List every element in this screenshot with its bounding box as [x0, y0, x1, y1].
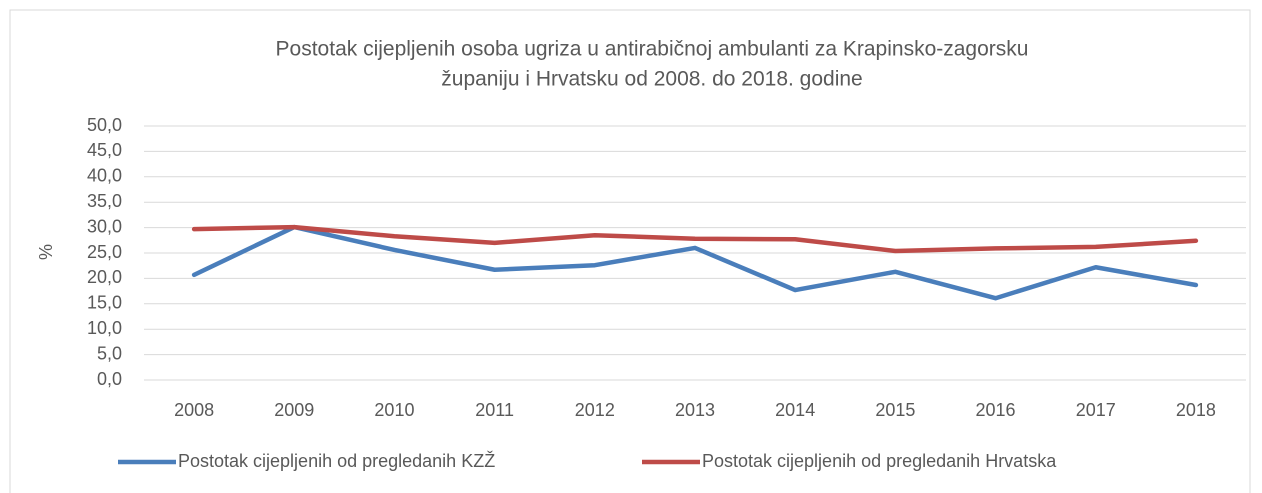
series-line — [191, 224, 1199, 254]
x-tick-label: 2011 — [475, 400, 514, 420]
y-tick-label: 10,0 — [87, 318, 122, 338]
legend-label: Postotak cijepljenih od pregledanih KZŽ — [178, 451, 495, 471]
x-tick-label: 2009 — [274, 400, 314, 420]
chart-frame — [9, 9, 1251, 493]
series-line — [191, 224, 1199, 301]
chart-title: županiju i Hrvatsku od 2008. do 2018. go… — [441, 68, 862, 91]
x-tick-label: 2008 — [174, 400, 214, 420]
y-tick-label: 5,0 — [97, 343, 122, 363]
legend-label: Postotak cijepljenih od pregledanih Hrva… — [702, 451, 1057, 471]
y-tick-label: 25,0 — [87, 242, 122, 262]
x-tick-label: 2012 — [575, 400, 615, 420]
x-tick-label: 2010 — [374, 400, 414, 420]
y-tick-label: 45,0 — [87, 140, 122, 160]
chart-title: Postotak cijepljenih osoba ugriza u anti… — [276, 38, 1029, 61]
y-tick-label: 20,0 — [87, 267, 122, 287]
x-tick-label: 2013 — [675, 400, 715, 420]
y-tick-label: 50,0 — [87, 115, 122, 135]
x-tick-label: 2018 — [1176, 400, 1216, 420]
y-tick-label: 35,0 — [87, 191, 122, 211]
x-tick-label: 2014 — [775, 400, 815, 420]
x-tick-label: 2016 — [976, 400, 1016, 420]
y-tick-label: 15,0 — [87, 293, 122, 313]
y-tick-label: 40,0 — [87, 166, 122, 186]
y-axis-label: % — [36, 244, 56, 260]
y-tick-label: 0,0 — [97, 369, 122, 389]
x-tick-label: 2015 — [875, 400, 915, 420]
x-tick-label: 2017 — [1076, 400, 1116, 420]
y-tick-label: 30,0 — [87, 216, 122, 236]
